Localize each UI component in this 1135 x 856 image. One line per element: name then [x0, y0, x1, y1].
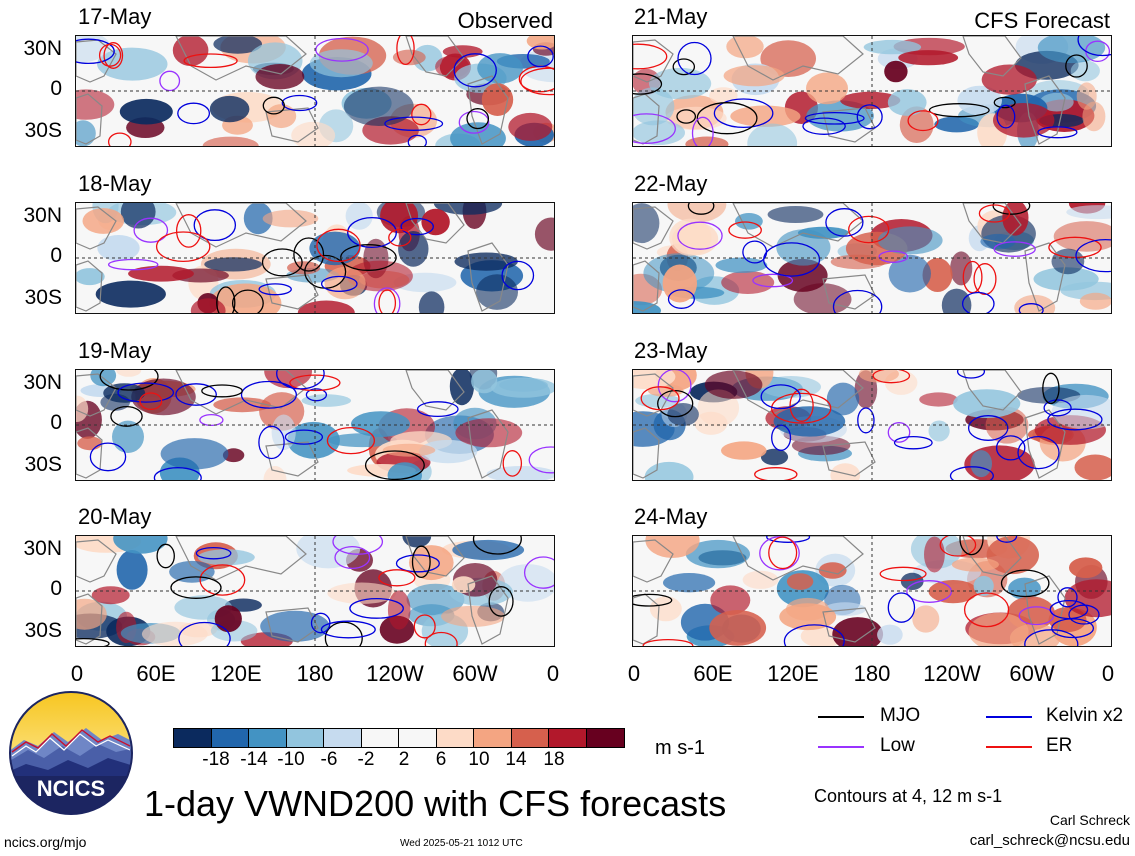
lat-label: 30N [23, 204, 62, 227]
lat-label: 30N [23, 37, 62, 60]
colorbar-tick-label: -14 [240, 749, 268, 770]
lon-label: 60W [452, 661, 498, 686]
panel-date-label: 23-May [634, 338, 708, 363]
lon-label: 120W [366, 661, 424, 686]
lon-label: 180 [853, 661, 891, 686]
colorbar-swatch [549, 729, 587, 747]
lon-label: 0 [70, 661, 84, 686]
map-panel [632, 202, 1112, 314]
map-panel [632, 35, 1112, 147]
colorbar-tick-label: 6 [435, 749, 447, 770]
lon-label: 0 [1101, 661, 1115, 686]
map-panel [632, 535, 1112, 647]
contour-note: Contours at 4, 12 m s-1 [814, 786, 1003, 806]
ncics-logo: NCICS [8, 690, 134, 816]
logo-text: NCICS [37, 776, 105, 801]
lat-label: 30S [24, 453, 62, 476]
colorbar-tick-label: 14 [505, 749, 527, 770]
colorbar-swatch [286, 729, 324, 747]
colorbar-tick-label: 18 [543, 749, 565, 770]
colorbar-tick-label: 2 [398, 749, 410, 770]
legend-mjo-label: MJO [880, 705, 921, 726]
map-panel [75, 369, 555, 481]
lat-label: 30S [24, 619, 62, 642]
panel-date-label: 22-May [634, 171, 708, 196]
lon-label: 60E [693, 661, 733, 686]
observed-header: Observed [457, 8, 553, 33]
colorbar [173, 728, 625, 748]
lon-label: 120W [923, 661, 981, 686]
legend-er-line [986, 746, 1032, 748]
colorbar-swatch [249, 729, 287, 747]
lat-label: 0 [50, 577, 62, 600]
colorbar-tick-label: -18 [202, 749, 230, 770]
lon-label: 60E [136, 661, 176, 686]
legend-mjo-line [818, 716, 864, 718]
lat-label: 0 [50, 77, 62, 100]
lon-label: 0 [546, 661, 560, 686]
map-panel [75, 35, 555, 147]
lat-label: 0 [50, 244, 62, 267]
panel-date-label: 24-May [634, 504, 708, 529]
legend-er-label: ER [1046, 735, 1073, 756]
site-url: ncics.org/mjo [4, 834, 87, 850]
panel-date-label: 19-May [78, 338, 152, 363]
author-name: Carl Schreck [1049, 812, 1130, 828]
author-email: carl_schreck@ncsu.edu [969, 832, 1130, 849]
forecast-header: CFS Forecast [974, 8, 1110, 33]
colorbar-swatch [211, 729, 249, 747]
colorbar-tick-label: -6 [320, 749, 338, 770]
panel-date-label: 17-May [78, 4, 152, 29]
colorbar-swatch [399, 729, 437, 747]
lon-label: 120E [767, 661, 819, 686]
lon-label: 120E [210, 661, 262, 686]
colorbar-swatch [436, 729, 474, 747]
lon-label: 0 [627, 661, 641, 686]
colorbar-swatch [474, 729, 512, 747]
colorbar-tick-label: -10 [277, 749, 305, 770]
legend-low-line [818, 746, 864, 748]
panel-date-label: 21-May [634, 4, 708, 29]
colorbar-swatch [174, 729, 212, 747]
colorbar-swatch [361, 729, 399, 747]
map-panel [75, 535, 555, 647]
colorbar-units: m s-1 [655, 737, 705, 759]
map-panel [632, 369, 1112, 481]
legend-kelvin-line [986, 716, 1032, 718]
colorbar-tick-label: 10 [468, 749, 490, 770]
lat-label: 30N [23, 537, 62, 560]
panel-date-label: 18-May [78, 171, 152, 196]
colorbar-swatch [511, 729, 549, 747]
legend-kelvin-label: Kelvin x2 [1046, 705, 1124, 726]
lat-label: 0 [50, 411, 62, 434]
lon-label: 180 [296, 661, 334, 686]
lat-label: 30S [24, 286, 62, 309]
timestamp: Wed 2025-05-21 1012 UTC [400, 838, 523, 849]
colorbar-tick-label: -2 [357, 749, 375, 770]
colorbar-swatch [586, 729, 624, 747]
lat-label: 30S [24, 119, 62, 142]
panel-date-label: 20-May [78, 504, 152, 529]
lat-label: 30N [23, 371, 62, 394]
figure-title: 1-day VWND200 with CFS forecasts [144, 783, 727, 824]
lon-label: 60W [1009, 661, 1055, 686]
colorbar-swatch [324, 729, 362, 747]
map-panel [75, 202, 555, 314]
legend-low-label: Low [880, 735, 915, 756]
